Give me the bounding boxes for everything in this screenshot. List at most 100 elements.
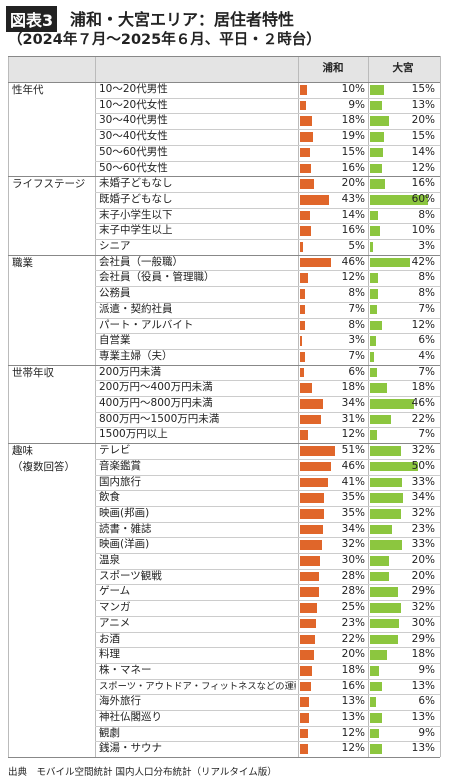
value-label: 6%: [418, 695, 435, 708]
bar: [370, 273, 378, 284]
value-label: 32%: [341, 538, 365, 551]
bar: [300, 556, 321, 566]
bar: [300, 210, 310, 221]
value-label: 46%: [411, 397, 435, 409]
row-divider: [95, 97, 440, 99]
bar: [370, 446, 401, 456]
row-divider: [95, 458, 440, 460]
value-label: 16%: [341, 224, 365, 237]
bar: [300, 681, 311, 692]
bar: [370, 603, 401, 613]
row-label: 音楽鑑賞: [99, 459, 141, 472]
value-label: 41%: [341, 475, 365, 488]
bar: [300, 713, 309, 723]
bar: [300, 477, 328, 488]
row-label: 30〜40代男性: [99, 114, 168, 127]
bar: [300, 304, 305, 315]
row-label: 400万円〜800万円未満: [99, 397, 213, 409]
bar: [370, 477, 402, 488]
bar: [370, 289, 378, 299]
bar: [370, 556, 390, 566]
bar: [300, 399, 324, 409]
row-label: 自営業: [99, 334, 131, 347]
bar: [300, 461, 332, 472]
row-divider: [95, 710, 440, 711]
row-divider: [95, 553, 440, 554]
bar: [300, 414, 322, 425]
value-label: 12%: [341, 428, 365, 441]
row-divider: [95, 144, 440, 146]
row-divider: [95, 615, 440, 617]
row-label: 既婚子どもなし: [99, 192, 173, 205]
subtitle: （2024年７月〜2025年６月、平日・２時台）: [8, 32, 321, 48]
bar: [370, 351, 374, 362]
table-border: [8, 56, 440, 57]
row-label: 800万円〜1500万円未満: [99, 412, 220, 425]
bar: [370, 100, 383, 111]
row-label: スポーツ・アウトドア・フィットネスなどの運動: [99, 680, 296, 692]
bar: [370, 414, 392, 425]
bar: [300, 336, 303, 346]
value-label: 7%: [348, 302, 365, 315]
value-label: 12%: [411, 161, 435, 174]
bar: [300, 744, 309, 755]
row-divider: [95, 113, 440, 115]
bar: [370, 336, 376, 346]
row-label: お酒: [99, 632, 120, 645]
value-label: 18%: [411, 381, 435, 394]
value-label: 13%: [411, 679, 435, 692]
bar: [300, 603, 317, 613]
value-label: 7%: [418, 302, 435, 315]
value-label: 14%: [341, 208, 365, 221]
value-label: 18%: [341, 663, 365, 676]
bar: [300, 650, 314, 660]
row-divider: [95, 662, 440, 664]
table: 浦和 大宮 性年代 10〜20代男性 10% 15% 10〜20代女性 9% 13% 30〜40代…: [8, 56, 441, 759]
group-label: 趣味: [12, 445, 33, 458]
value-label: 9%: [418, 726, 435, 739]
column-divider: [368, 56, 369, 758]
row-label: 神社仏閣巡り: [99, 711, 162, 723]
row-label: 映画(邦画): [99, 506, 150, 519]
value-label: 51%: [341, 444, 365, 457]
bar: [300, 257, 332, 268]
value-label: 3%: [418, 240, 435, 252]
group-label: 世帯年収: [12, 366, 54, 379]
bar: [370, 650, 388, 660]
bar: [300, 242, 304, 252]
bar: [300, 85, 307, 95]
row-divider: [95, 725, 440, 727]
bar: [300, 367, 305, 378]
row-label: 国内旅行: [99, 475, 141, 488]
value-label: 12%: [341, 726, 365, 739]
bar: [370, 713, 383, 723]
value-label: 33%: [411, 538, 435, 551]
row-label: 10〜20代女性: [99, 98, 168, 111]
value-label: 5%: [348, 240, 365, 252]
row-divider: [95, 270, 440, 272]
value-label: 13%: [341, 711, 365, 723]
row-label: 200万円未満: [99, 365, 162, 378]
bar: [300, 508, 324, 519]
value-label: 43%: [341, 192, 365, 205]
bar: [300, 132, 313, 142]
value-label: 8%: [418, 208, 435, 221]
bar: [370, 85, 385, 95]
row-divider: [95, 490, 440, 492]
row-divider: [95, 396, 440, 397]
bar: [300, 540, 322, 550]
bar: [370, 430, 377, 441]
bar: [370, 163, 382, 174]
row-divider: [95, 348, 440, 350]
value-label: 28%: [341, 569, 365, 582]
value-label: 32%: [411, 444, 435, 457]
value-label: 42%: [411, 255, 435, 268]
bar: [370, 618, 399, 629]
bar: [370, 194, 428, 205]
row-divider: [95, 301, 440, 303]
value-label: 12%: [341, 742, 365, 755]
bar: [370, 399, 415, 409]
value-label: 15%: [341, 145, 365, 158]
group-label: 職業: [12, 256, 33, 269]
value-label: 32%: [411, 601, 435, 614]
